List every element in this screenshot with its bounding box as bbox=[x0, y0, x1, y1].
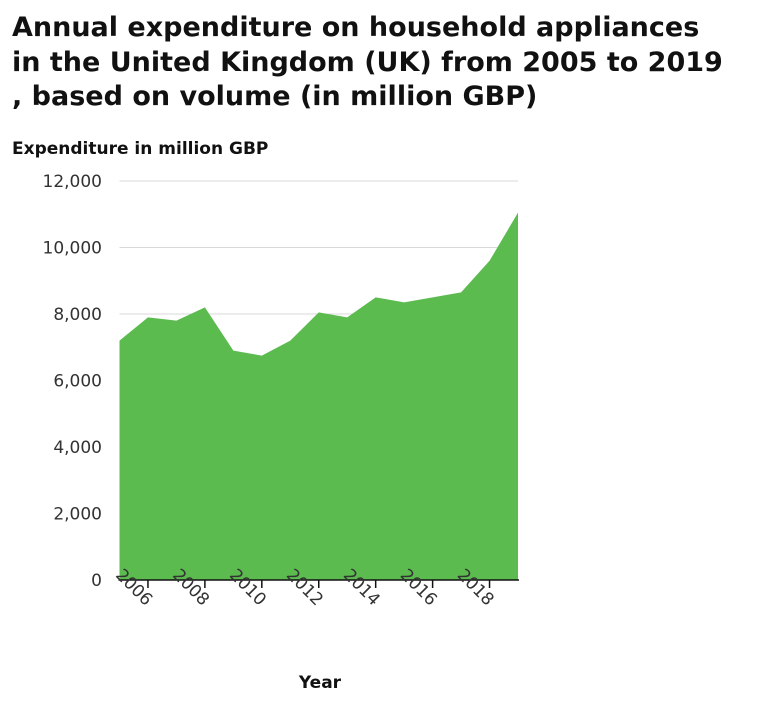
y-tick-label: 8,000 bbox=[53, 305, 102, 325]
chart-title: , based on volume (in million GBP) bbox=[12, 81, 537, 112]
area bbox=[119, 212, 518, 580]
chart-title: Annual expenditure on household applianc… bbox=[12, 12, 699, 43]
y-tick-label: 12,000 bbox=[43, 172, 102, 192]
y-tick-label: 4,000 bbox=[53, 438, 102, 458]
y-tick-label: 2,000 bbox=[53, 505, 102, 525]
y-axis-title: Expenditure in million GBP bbox=[12, 139, 268, 159]
y-tick-label: 6,000 bbox=[53, 372, 102, 392]
chart-title: in the United Kingdom (UK) from 2005 to … bbox=[12, 47, 723, 78]
x-axis-title: Year bbox=[298, 673, 342, 693]
y-tick-label: 10,000 bbox=[43, 239, 102, 259]
y-tick-label: 0 bbox=[91, 571, 102, 591]
